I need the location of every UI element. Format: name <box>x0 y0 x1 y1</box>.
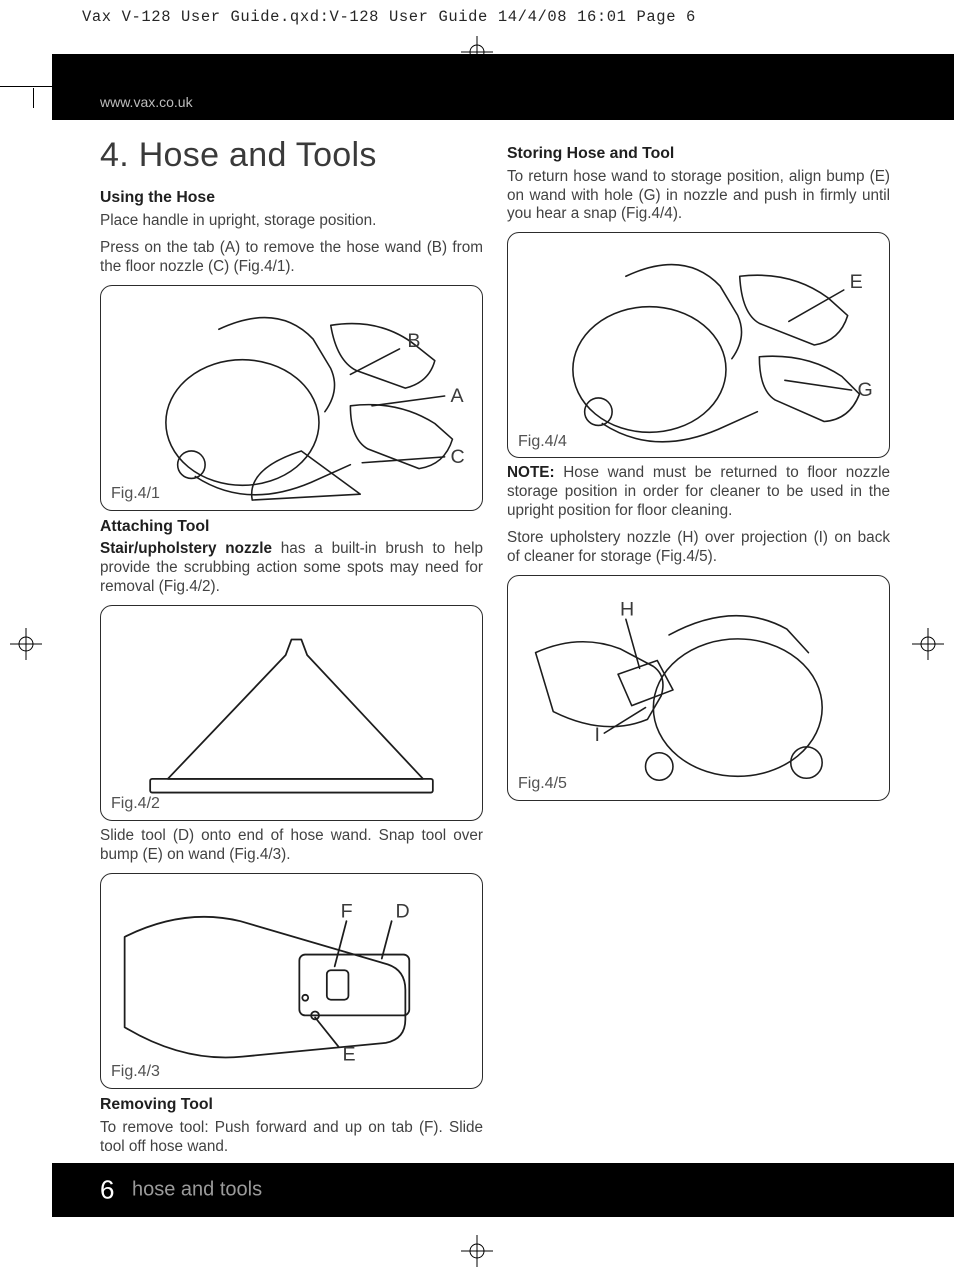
footer-section-name: hose and tools <box>132 1179 262 1202</box>
page-title: 4. Hose and Tools <box>100 134 483 176</box>
left-column: 4. Hose and Tools Using the Hose Place h… <box>100 134 483 1117</box>
para: Slide tool (D) onto end of hose wand. Sn… <box>100 827 483 865</box>
footer-bar: 6 hose and tools <box>52 1163 954 1217</box>
callout-C: C <box>451 445 465 467</box>
para: Place handle in upright, storage positio… <box>100 212 483 231</box>
registration-mark-right-icon <box>912 628 944 660</box>
slug-line: Vax V-128 User Guide.qxd:V-128 User Guid… <box>82 8 696 26</box>
callout-H: H <box>620 598 634 620</box>
content-area: 4. Hose and Tools Using the Hose Place h… <box>100 134 890 1117</box>
callout-F: F <box>341 900 353 922</box>
figure-label: Fig.4/4 <box>518 432 567 452</box>
para: To return hose wand to storage position,… <box>507 168 890 225</box>
para: Store upholstery nozzle (H) over project… <box>507 529 890 567</box>
callout-B: B <box>407 330 420 352</box>
para: Press on the tab (A) to remove the hose … <box>100 239 483 277</box>
callout-A: A <box>451 384 465 406</box>
heading-attaching-tool: Attaching Tool <box>100 517 483 537</box>
heading-storing: Storing Hose and Tool <box>507 144 890 164</box>
figure-label: Fig.4/3 <box>111 1062 160 1082</box>
figure-label: Fig.4/5 <box>518 774 567 794</box>
figure-4-4: E G Fig.4/4 <box>507 232 890 458</box>
crop-tick-vertical-icon <box>33 88 34 108</box>
figure-4-1: B A C Fig.4/1 <box>100 285 483 511</box>
heading-removing-tool: Removing Tool <box>100 1095 483 1115</box>
figure-4-5: H I Fig.4/5 <box>507 575 890 801</box>
page-number: 6 <box>100 1175 114 1206</box>
registration-mark-bottom-icon <box>461 1235 493 1267</box>
crop-tick-horizontal-icon <box>0 86 52 87</box>
figure-4-3: F D E Fig.4/3 <box>100 873 483 1089</box>
para: Stair/upholstery nozzle has a built-in b… <box>100 540 483 597</box>
registration-mark-left-icon <box>10 628 42 660</box>
para: To remove tool: Push forward and up on t… <box>100 1119 483 1157</box>
figure-label: Fig.4/1 <box>111 484 160 504</box>
para-note: NOTE: Hose wand must be returned to floo… <box>507 464 890 521</box>
callout-E: E <box>343 1044 356 1066</box>
right-column: Storing Hose and Tool To return hose wan… <box>507 134 890 1117</box>
page-root: Vax V-128 User Guide.qxd:V-128 User Guid… <box>0 0 954 1287</box>
figure-label: Fig.4/2 <box>111 794 160 814</box>
callout-I: I <box>594 724 599 746</box>
callout-E: E <box>850 271 863 293</box>
callout-G: G <box>858 379 873 401</box>
header-url: www.vax.co.uk <box>100 94 193 110</box>
heading-using-hose: Using the Hose <box>100 188 483 208</box>
figure-4-2: Fig.4/2 <box>100 605 483 821</box>
header-bar: www.vax.co.uk <box>52 54 954 120</box>
callout-D: D <box>396 900 410 922</box>
